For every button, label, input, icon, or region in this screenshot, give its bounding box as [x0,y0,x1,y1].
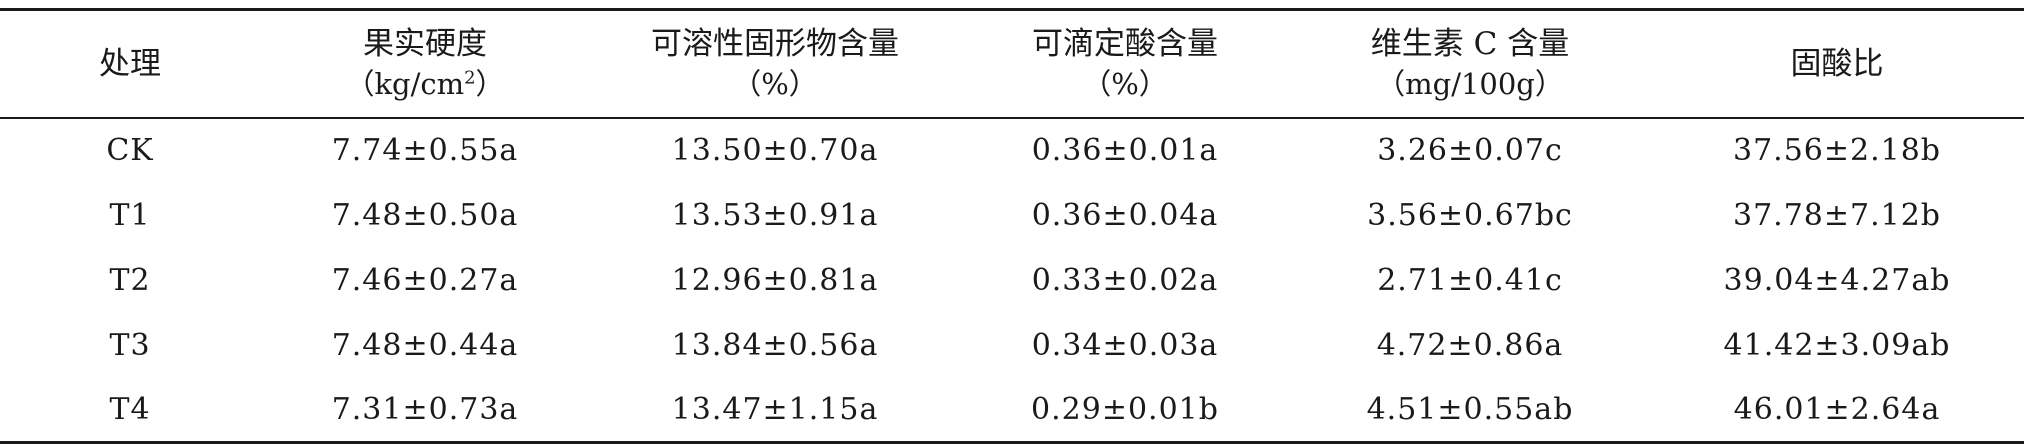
table-row: T4 7.31±0.73a 13.47±1.15a 0.29±0.01b 4.5… [0,377,2024,444]
header-titratable-acid: 可滴定酸含量 （%） [960,8,1290,119]
header-soluble-solids: 可溶性固形物含量 （%） [590,8,960,119]
unit-prefix: （kg/cm [345,66,465,101]
unit-superscript: 2 [464,67,476,89]
cell-soluble-solids: 13.50±0.70a [671,133,879,168]
cell-solid-acid-ratio: 37.78±7.12b [1732,197,1942,233]
table-row: T1 7.48±0.50a 13.53±0.91a 0.36±0.04a 3.5… [0,183,2024,248]
header-label: 果实硬度 [363,25,487,62]
cell-firmness: 7.74±0.55a [331,133,519,168]
table-header: 处理 果实硬度 （kg/cm2） 可溶性固形物含量 （%） 可滴定酸含量 （%）… [0,8,2024,119]
header-unit: （%） [1082,66,1168,101]
header-treatment: 处理 [0,8,260,119]
cell-titratable-acid: 0.29±0.01b [960,377,1290,444]
cell-vitamin-c: 3.56±0.67bc [1367,197,1573,233]
cell-firmness: 7.48±0.50a [331,197,519,233]
header-label: 可滴定酸含量 [1032,25,1218,62]
cell-treatment: CK [106,133,154,168]
cell-treatment: T3 [109,327,151,363]
cell-treatment: T4 [0,377,260,444]
cell-vitamin-c: 3.26±0.07c [1377,133,1563,168]
cell-soluble-solids: 12.96±0.81a [671,262,879,298]
cell-titratable-acid: 0.36±0.01a [1031,133,1219,168]
header-label: 维生素 C 含量 [1370,25,1570,62]
cell-solid-acid-ratio: 37.56±2.18b [1732,133,1942,168]
unit-suffix: ） [475,66,505,101]
cell-titratable-acid: 0.36±0.04a [1031,197,1219,233]
table-row: T2 7.46±0.27a 12.96±0.81a 0.33±0.02a 2.7… [0,248,2024,313]
cell-solid-acid-ratio: 39.04±4.27ab [1723,262,1951,298]
cell-solid-acid-ratio: 41.42±3.09ab [1723,327,1951,363]
cell-firmness: 7.46±0.27a [331,262,519,298]
cell-vitamin-c: 2.71±0.41c [1377,262,1563,298]
cell-titratable-acid: 0.34±0.03a [1031,327,1219,363]
header-label: 处理 [99,45,161,82]
cell-soluble-solids: 13.47±1.15a [590,377,960,444]
table-row: T3 7.48±0.44a 13.84±0.56a 0.34±0.03a 4.7… [0,313,2024,378]
header-firmness: 果实硬度 （kg/cm2） [260,8,590,119]
header-row: 处理 果实硬度 （kg/cm2） 可溶性固形物含量 （%） 可滴定酸含量 （%）… [0,8,2024,119]
data-table-container: 处理 果实硬度 （kg/cm2） 可溶性固形物含量 （%） 可滴定酸含量 （%）… [0,8,2024,444]
cell-treatment: T2 [109,262,151,298]
cell-firmness: 7.31±0.73a [260,377,590,444]
table-row: CK 7.74±0.55a 13.50±0.70a 0.36±0.01a 3.2… [0,118,2024,183]
cell-vitamin-c: 4.72±0.86a [1376,327,1564,363]
cell-soluble-solids: 13.84±0.56a [671,327,879,363]
header-solid-acid-ratio: 固酸比 [1650,8,2024,119]
cell-firmness: 7.48±0.44a [331,327,519,363]
cell-vitamin-c: 4.51±0.55ab [1290,377,1650,444]
header-label: 可溶性固形物含量 [651,25,899,62]
cell-soluble-solids: 13.53±0.91a [671,197,879,233]
fruit-quality-table: 处理 果实硬度 （kg/cm2） 可溶性固形物含量 （%） 可滴定酸含量 （%）… [0,8,2024,444]
header-unit: （%） [732,66,818,101]
header-label: 固酸比 [1790,45,1884,82]
cell-solid-acid-ratio: 46.01±2.64a [1650,377,2024,444]
header-unit: （kg/cm2） [260,64,590,104]
header-unit: （mg/100g） [1376,66,1564,101]
table-body: CK 7.74±0.55a 13.50±0.70a 0.36±0.01a 3.2… [0,118,2024,444]
cell-treatment: T1 [109,197,151,233]
cell-titratable-acid: 0.33±0.02a [1031,262,1219,298]
header-vitamin-c: 维生素 C 含量 （mg/100g） [1290,8,1650,119]
